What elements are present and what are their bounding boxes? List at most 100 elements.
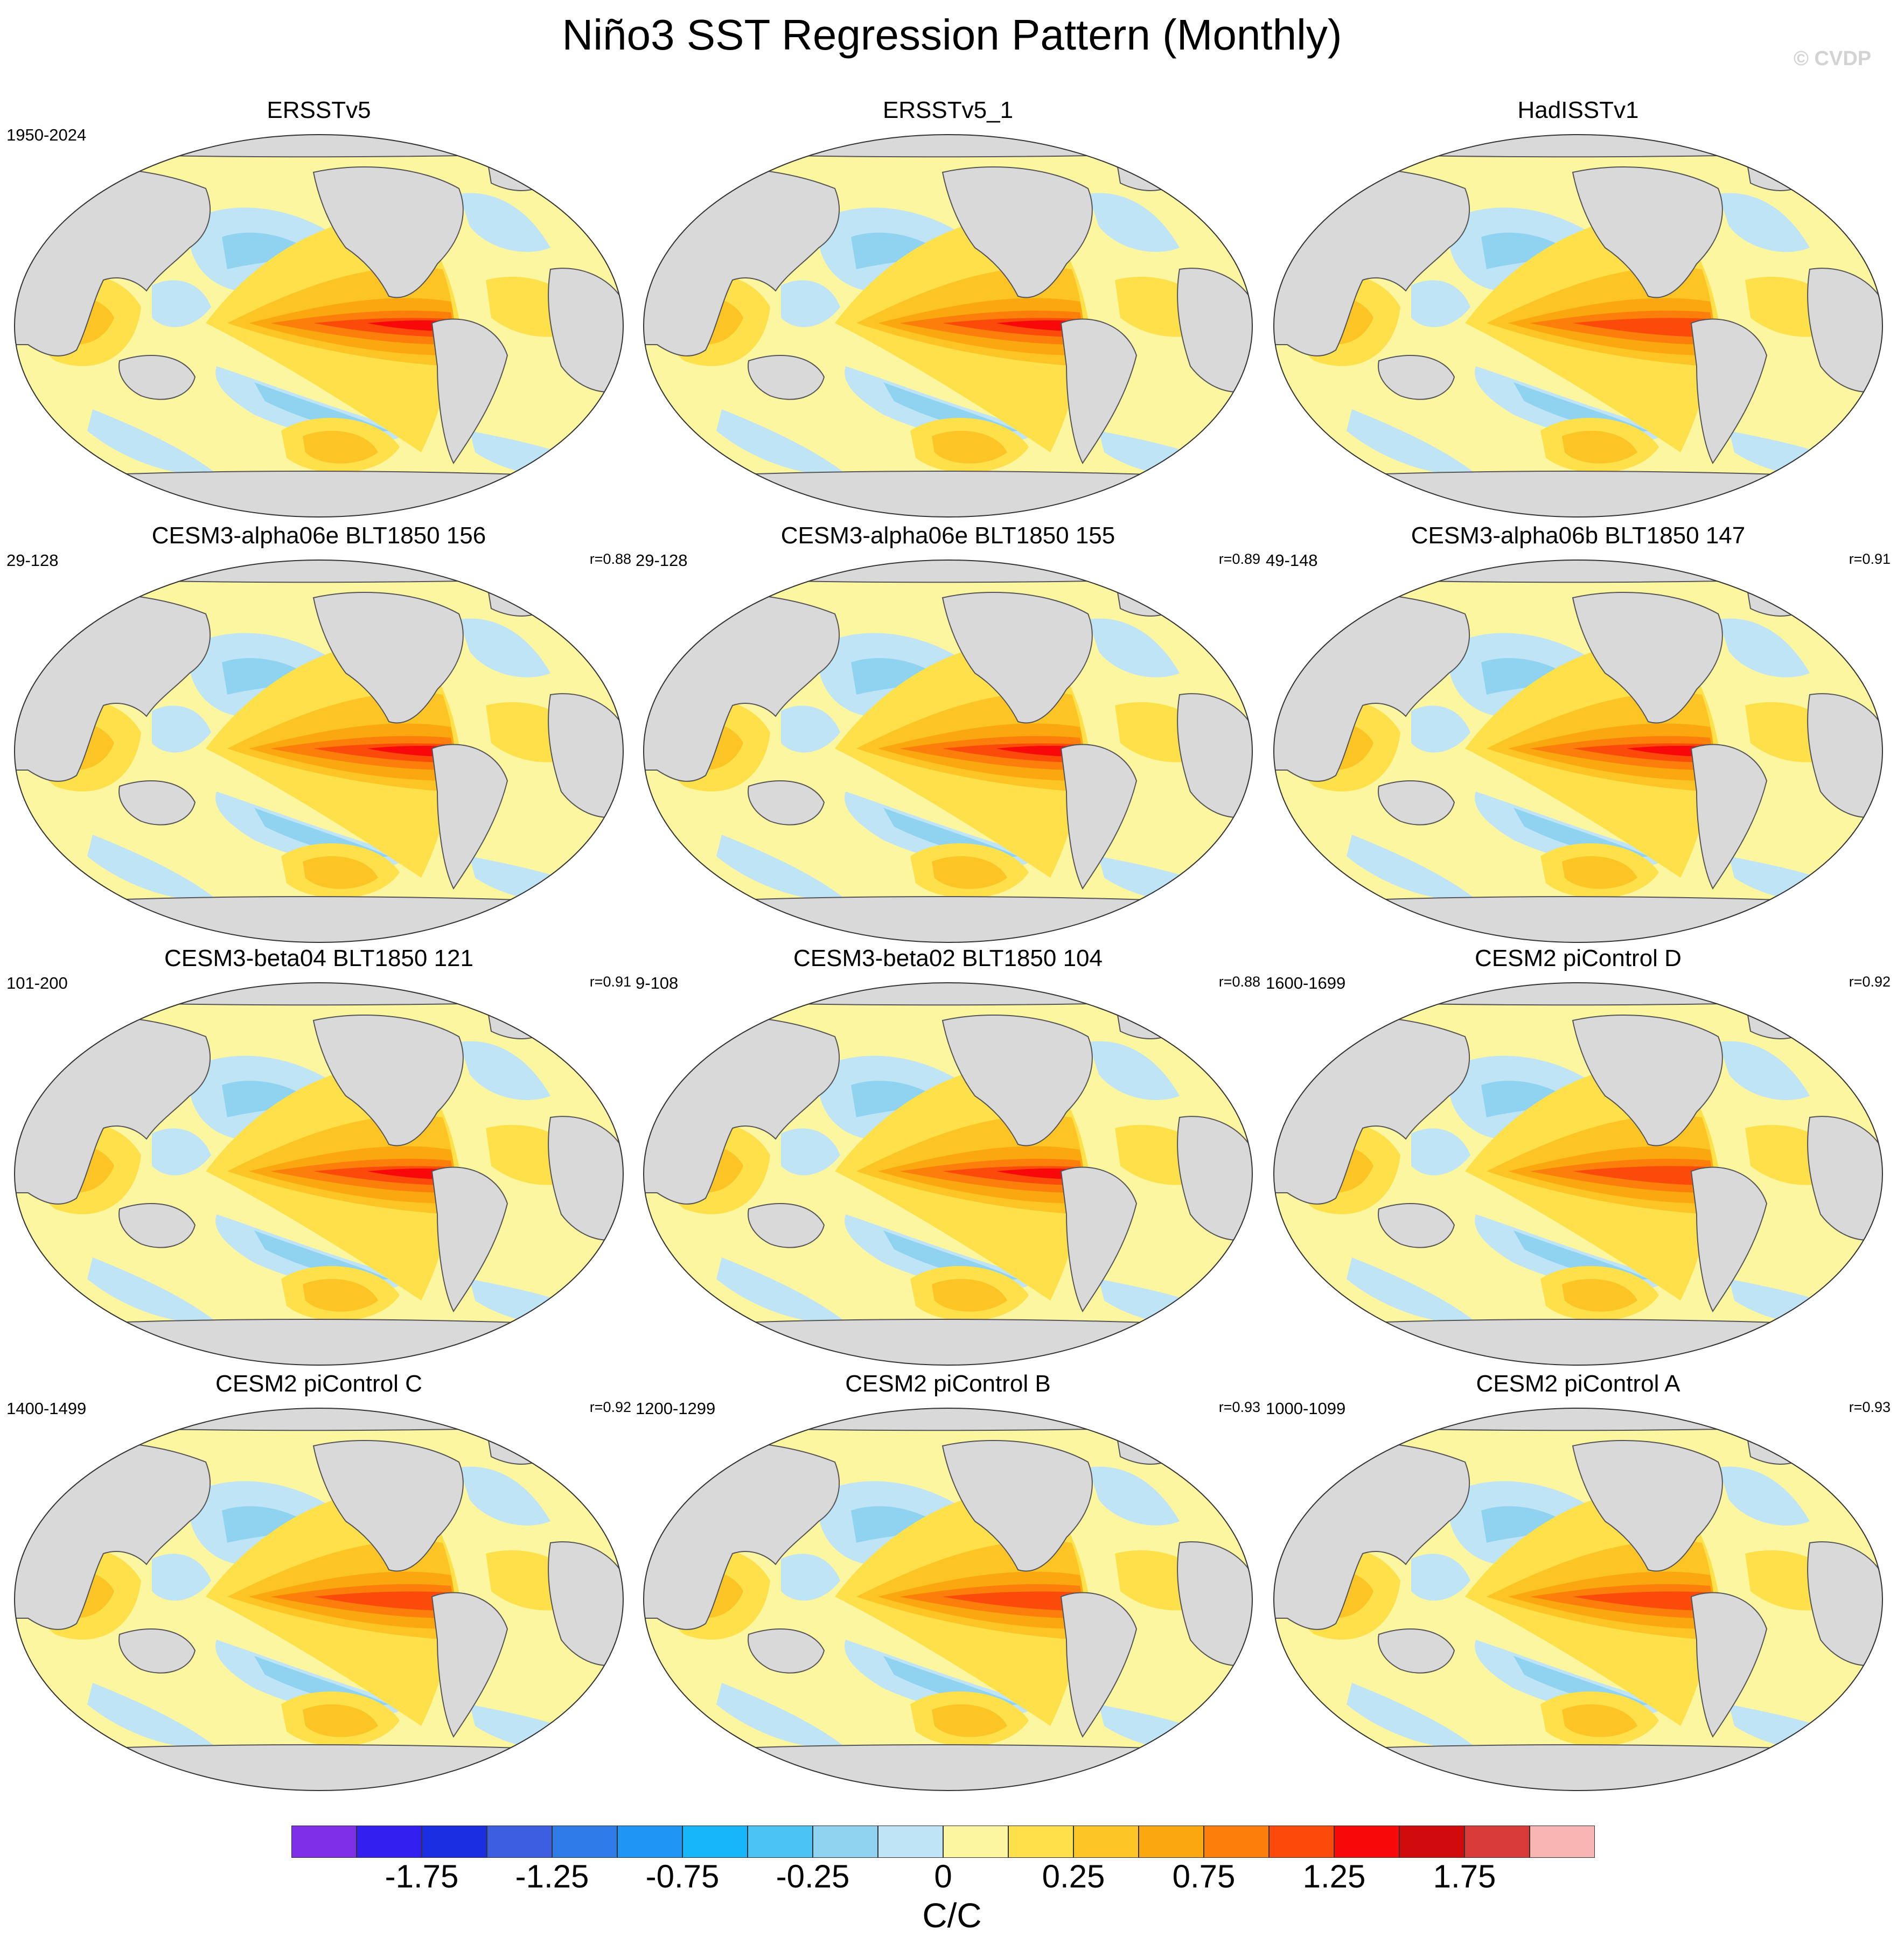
map-outline: [1273, 560, 1883, 943]
south-pacific-negative-core: [883, 382, 1018, 432]
panel-correlation: r=0.88: [1218, 974, 1260, 990]
panel-title: CESM2 piControl A: [1476, 1370, 1680, 1397]
southern-ocean-negative: [716, 1683, 846, 1749]
colorbar-swatch: [291, 1826, 357, 1858]
north-pacific-negative-core: [851, 1506, 943, 1543]
south-pacific-negative-core: [883, 1656, 1018, 1705]
south-pacific-negative-core: [254, 1656, 389, 1705]
warm-pool-negative: [152, 280, 211, 327]
map-panel: CESM3-beta04 BLT1850 121 101-200 r=0.91: [6, 942, 631, 1368]
south-pacific-positive-core: [303, 1279, 378, 1312]
southern-ocean-negative: [716, 409, 846, 475]
warm-pool-negative: [1411, 705, 1470, 753]
landmass-3: [1060, 744, 1138, 890]
panel-title: CESM3-beta02 BLT1850 104: [793, 945, 1103, 971]
north-atlantic-negative: [1718, 618, 1810, 677]
landmass-6: [1274, 1319, 1882, 1365]
panel-period: 1200-1299: [636, 1399, 716, 1418]
panel-correlation: r=0.91: [589, 974, 631, 990]
landmass-2: [312, 1015, 464, 1146]
colorbar-tick-label: -1.75: [385, 1858, 459, 1894]
colorbar-swatch: [1464, 1826, 1530, 1858]
landmass-1: [748, 780, 825, 826]
colorbar-swatch: [813, 1826, 878, 1858]
regression-map: [14, 560, 624, 943]
landmass-1: [748, 1628, 825, 1674]
landmass-7: [1274, 135, 1882, 158]
colorbar-swatch: [617, 1826, 682, 1858]
landmass-7: [644, 1408, 1252, 1431]
map-outline: [643, 560, 1253, 943]
south-pacific-positive-core: [303, 431, 378, 464]
colorbar-tick-label: 0.75: [1172, 1858, 1236, 1894]
enso-tongue-level5: [313, 1591, 449, 1611]
map-panel: ERSSTv5 1950-2024: [6, 94, 631, 520]
southern-ocean-negative: [87, 1257, 217, 1323]
figure-title: Niño3 SST Regression Pattern (Monthly): [562, 11, 1342, 59]
landmass-2: [1572, 1015, 1723, 1146]
landmass-2: [312, 1440, 464, 1572]
warm-pool-negative: [1411, 280, 1470, 327]
landmass-2: [1572, 592, 1723, 724]
landmass-6: [1274, 471, 1882, 517]
panel-period: 49-148: [1266, 551, 1318, 570]
north-pacific-negative-core: [222, 658, 313, 695]
landmass-4: [548, 1116, 623, 1241]
north-atlantic-negative: [1718, 1466, 1810, 1526]
southern-ocean-negative: [1347, 1683, 1476, 1749]
north-pacific-negative-core: [851, 658, 943, 695]
landmass-6: [1274, 896, 1882, 942]
enso-tongue-level6: [996, 746, 1072, 757]
landmass-7: [15, 983, 623, 1006]
colorbar-tick-label: 0: [934, 1858, 952, 1894]
landmass-4: [1807, 1116, 1882, 1241]
landmass-3: [1690, 1592, 1768, 1738]
landmass-7: [644, 983, 1252, 1006]
landmass-7: [644, 560, 1252, 583]
warm-pool-negative: [152, 705, 211, 753]
colorbar-swatch: [1008, 1826, 1073, 1858]
north-pacific-negative-core: [1481, 1080, 1573, 1117]
colorbar-tick-label: 1.75: [1433, 1858, 1496, 1894]
landmass-1: [1378, 1203, 1455, 1248]
enso-tongue-level5: [943, 1591, 1078, 1611]
warm-pool-negative: [781, 1554, 840, 1601]
panel-title: CESM2 piControl B: [845, 1370, 1051, 1397]
colorbar-swatch: [487, 1826, 552, 1858]
map-outline: [14, 560, 624, 943]
colorbar-swatch: [357, 1826, 422, 1858]
south-pacific-positive-core: [303, 1704, 378, 1737]
regression-map: [14, 134, 624, 518]
north-pacific-negative-core: [851, 1080, 943, 1117]
landmass-3: [1060, 1166, 1138, 1312]
panel-title: ERSSTv5: [267, 97, 371, 123]
colorbar-swatch: [878, 1826, 943, 1858]
colorbar-swatch: [1269, 1826, 1334, 1858]
landmass-2: [312, 166, 464, 298]
south-pacific-positive-core: [1562, 1279, 1637, 1312]
north-pacific-negative-core: [851, 232, 943, 269]
panel-period: 1950-2024: [6, 125, 87, 144]
north-atlantic-negative: [1088, 1041, 1180, 1100]
warm-pool-negative: [152, 1128, 211, 1176]
landmass-6: [644, 1319, 1252, 1365]
colorbar-swatch: [1334, 1826, 1399, 1858]
panel-correlation: r=0.93: [1218, 1399, 1260, 1415]
panel-correlation: r=0.92: [589, 1399, 631, 1415]
landmass-3: [1690, 1166, 1768, 1312]
enso-tongue-level6: [996, 320, 1072, 331]
landmass-1: [748, 355, 825, 400]
landmass-3: [1060, 318, 1138, 464]
panel-period: 1600-1699: [1266, 974, 1346, 992]
landmass-3: [1690, 318, 1768, 464]
landmass-6: [1274, 1744, 1882, 1791]
south-pacific-negative-core: [254, 808, 389, 857]
panel-title: CESM2 piControl D: [1475, 945, 1682, 971]
panel-correlation: r=0.89: [1218, 551, 1260, 567]
south-pacific-positive-core: [1562, 1704, 1637, 1737]
landmass-2: [941, 1440, 1093, 1572]
landmass-7: [15, 560, 623, 583]
landmass-6: [15, 471, 623, 517]
north-atlantic-negative: [1718, 1041, 1810, 1100]
colorbar-swatch: [552, 1826, 617, 1858]
